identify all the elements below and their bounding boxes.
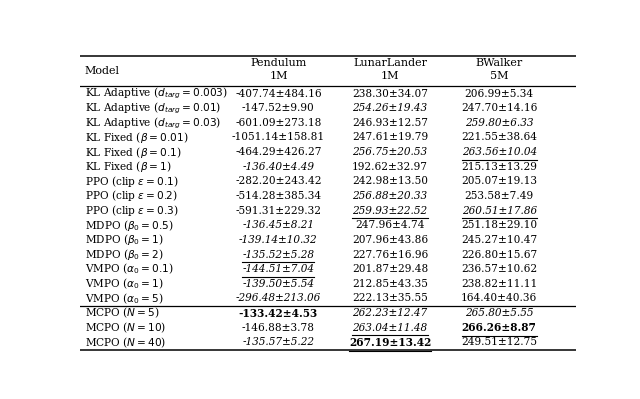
Text: -133.42±4.53: -133.42±4.53 xyxy=(239,308,318,318)
Text: 201.87±29.48: 201.87±29.48 xyxy=(352,264,428,274)
Text: 207.96±43.86: 207.96±43.86 xyxy=(352,235,428,245)
Text: -135.57±5.22: -135.57±5.22 xyxy=(243,337,314,347)
Text: VMPO ($\alpha_0 = 1$): VMPO ($\alpha_0 = 1$) xyxy=(85,277,163,291)
Text: -601.09±273.18: -601.09±273.18 xyxy=(236,118,321,128)
Text: -591.31±229.32: -591.31±229.32 xyxy=(236,205,321,215)
Text: 253.58±7.49: 253.58±7.49 xyxy=(465,191,534,201)
Text: 215.13±13.29: 215.13±13.29 xyxy=(461,162,537,172)
Text: 246.93±12.57: 246.93±12.57 xyxy=(352,118,428,128)
Text: -136.40±4.49: -136.40±4.49 xyxy=(243,162,314,172)
Text: PPO (clip $\epsilon = 0.3$): PPO (clip $\epsilon = 0.3$) xyxy=(85,203,179,218)
Text: 236.57±10.62: 236.57±10.62 xyxy=(461,264,537,274)
Text: VMPO ($\alpha_0 = 5$): VMPO ($\alpha_0 = 5$) xyxy=(85,291,163,306)
Text: MCPO ($N = 10$): MCPO ($N = 10$) xyxy=(85,320,166,335)
Text: 227.76±16.96: 227.76±16.96 xyxy=(352,249,428,259)
Text: -144.51±7.04: -144.51±7.04 xyxy=(243,264,314,274)
Text: Model: Model xyxy=(85,66,120,76)
Text: 262.23±12.47: 262.23±12.47 xyxy=(353,308,428,318)
Text: MCPO ($N = 5$): MCPO ($N = 5$) xyxy=(85,306,159,320)
Text: 5M: 5M xyxy=(490,71,508,81)
Text: 267.19±13.42: 267.19±13.42 xyxy=(349,337,431,348)
Text: KL Fixed ($\beta = 1$): KL Fixed ($\beta = 1$) xyxy=(85,159,172,174)
Text: 205.07±19.13: 205.07±19.13 xyxy=(461,176,537,186)
Text: MDPO ($\beta_0 = 2$): MDPO ($\beta_0 = 2$) xyxy=(85,247,164,262)
Text: 247.96±4.74: 247.96±4.74 xyxy=(355,220,425,230)
Text: KL Adaptive ($d_{targ} = 0.003$): KL Adaptive ($d_{targ} = 0.003$) xyxy=(85,86,228,101)
Text: 247.70±14.16: 247.70±14.16 xyxy=(461,103,538,113)
Text: 1M: 1M xyxy=(381,71,399,81)
Text: 238.30±34.07: 238.30±34.07 xyxy=(352,89,428,99)
Text: -136.45±8.21: -136.45±8.21 xyxy=(243,220,314,230)
Text: -139.50±5.54: -139.50±5.54 xyxy=(243,279,314,289)
Text: 265.80±5.55: 265.80±5.55 xyxy=(465,308,533,318)
Text: 263.04±11.48: 263.04±11.48 xyxy=(353,323,428,333)
Text: VMPO ($\alpha_0 = 0.1$): VMPO ($\alpha_0 = 0.1$) xyxy=(85,262,173,277)
Text: 249.51±12.75: 249.51±12.75 xyxy=(461,337,537,347)
Text: PPO (clip $\epsilon = 0.1$): PPO (clip $\epsilon = 0.1$) xyxy=(85,174,179,189)
Text: -146.88±3.78: -146.88±3.78 xyxy=(242,323,315,333)
Text: KL Adaptive ($d_{targ} = 0.01$): KL Adaptive ($d_{targ} = 0.01$) xyxy=(85,101,221,116)
Text: KL Fixed ($\beta = 0.01$): KL Fixed ($\beta = 0.01$) xyxy=(85,130,188,145)
Text: KL Fixed ($\beta = 0.1$): KL Fixed ($\beta = 0.1$) xyxy=(85,144,182,160)
Text: PPO (clip $\epsilon = 0.2$): PPO (clip $\epsilon = 0.2$) xyxy=(85,188,178,203)
Text: -147.52±9.90: -147.52±9.90 xyxy=(242,103,315,113)
Text: BWalker: BWalker xyxy=(476,58,523,68)
Text: MCPO ($N = 40$): MCPO ($N = 40$) xyxy=(85,335,166,350)
Text: 251.18±29.10: 251.18±29.10 xyxy=(461,220,537,230)
Text: -296.48±213.06: -296.48±213.06 xyxy=(236,293,321,303)
Text: -407.74±484.16: -407.74±484.16 xyxy=(235,89,322,99)
Text: Pendulum: Pendulum xyxy=(250,58,307,68)
Text: 245.27±10.47: 245.27±10.47 xyxy=(461,235,537,245)
Text: MDPO ($\beta_0 = 1$): MDPO ($\beta_0 = 1$) xyxy=(85,232,164,247)
Text: 1M: 1M xyxy=(269,71,287,81)
Text: MDPO ($\beta_0 = 0.5$): MDPO ($\beta_0 = 0.5$) xyxy=(85,218,174,233)
Text: -514.28±385.34: -514.28±385.34 xyxy=(236,191,321,201)
Text: -135.52±5.28: -135.52±5.28 xyxy=(243,249,314,259)
Text: 259.93±22.52: 259.93±22.52 xyxy=(353,205,428,215)
Text: 259.80±6.33: 259.80±6.33 xyxy=(465,118,533,128)
Text: 247.61±19.79: 247.61±19.79 xyxy=(352,132,428,142)
Text: 256.88±20.33: 256.88±20.33 xyxy=(353,191,428,201)
Text: 222.13±35.55: 222.13±35.55 xyxy=(352,293,428,303)
Text: KL Adaptive ($d_{targ} = 0.03$): KL Adaptive ($d_{targ} = 0.03$) xyxy=(85,115,221,130)
Text: 221.55±38.64: 221.55±38.64 xyxy=(461,132,537,142)
Text: -282.20±243.42: -282.20±243.42 xyxy=(235,176,322,186)
Text: -1051.14±158.81: -1051.14±158.81 xyxy=(232,132,325,142)
Text: 254.26±19.43: 254.26±19.43 xyxy=(353,103,428,113)
Text: 164.40±40.36: 164.40±40.36 xyxy=(461,293,537,303)
Text: 263.56±10.04: 263.56±10.04 xyxy=(461,147,537,157)
Text: -464.29±426.27: -464.29±426.27 xyxy=(235,147,322,157)
Text: 266.26±8.87: 266.26±8.87 xyxy=(461,322,536,333)
Text: LunarLander: LunarLander xyxy=(353,58,427,68)
Text: 242.98±13.50: 242.98±13.50 xyxy=(352,176,428,186)
Text: 226.80±15.67: 226.80±15.67 xyxy=(461,249,537,259)
Text: -139.14±10.32: -139.14±10.32 xyxy=(239,235,317,245)
Text: 260.51±17.86: 260.51±17.86 xyxy=(461,205,537,215)
Text: 238.82±11.11: 238.82±11.11 xyxy=(461,279,537,289)
Text: 256.75±20.53: 256.75±20.53 xyxy=(353,147,428,157)
Text: 212.85±43.35: 212.85±43.35 xyxy=(352,279,428,289)
Text: 192.62±32.97: 192.62±32.97 xyxy=(352,162,428,172)
Text: 206.99±5.34: 206.99±5.34 xyxy=(465,89,534,99)
